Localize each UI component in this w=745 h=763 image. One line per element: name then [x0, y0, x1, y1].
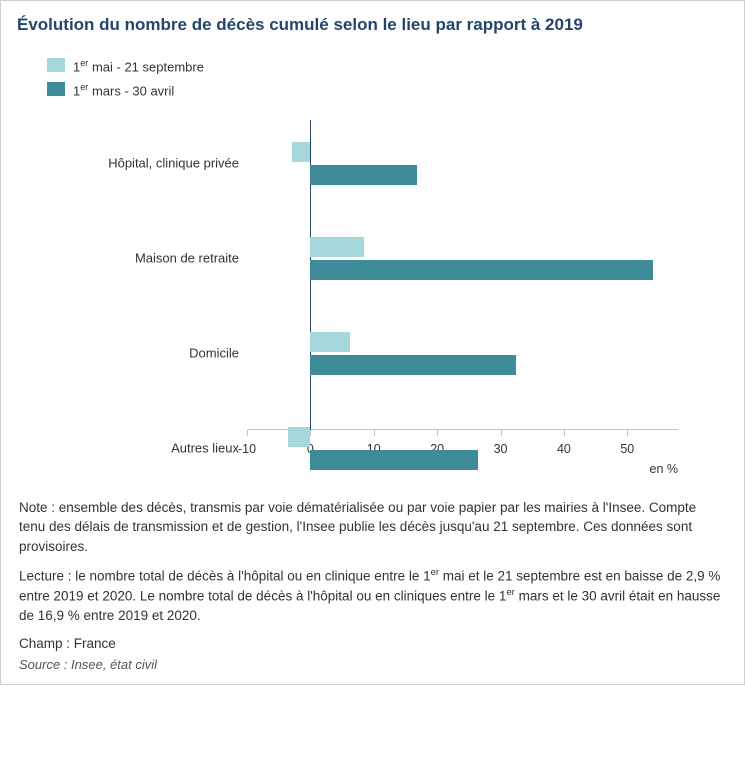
- bar: [310, 355, 516, 375]
- x-tick-label: 50: [620, 442, 634, 456]
- x-tick: [437, 430, 438, 436]
- x-tick: [627, 430, 628, 436]
- x-axis-title: en %: [650, 462, 679, 476]
- legend-swatch: [47, 82, 65, 96]
- notes-block: Note : ensemble des décès, transmis par …: [17, 498, 728, 672]
- bar: [288, 427, 310, 447]
- bar: [292, 142, 310, 162]
- chart-title: Évolution du nombre de décès cumulé selo…: [17, 15, 728, 35]
- bar: [310, 260, 652, 280]
- x-tick: [501, 430, 502, 436]
- lecture-text: Lecture : le nombre total de décès à l'h…: [19, 566, 726, 626]
- plot: -1001020304050en % Hôpital, clinique pri…: [47, 110, 698, 480]
- bar: [310, 332, 349, 352]
- category-label: Maison de retraite: [47, 251, 239, 266]
- legend-item: 1er mars - 30 avril: [47, 77, 718, 101]
- legend-swatch: [47, 58, 65, 72]
- champ-text: Champ : France: [19, 636, 726, 651]
- x-axis-baseline: [247, 429, 678, 430]
- x-tick: [310, 430, 311, 436]
- source-text: Source : Insee, état civil: [19, 657, 726, 672]
- figure-container: Évolution du nombre de décès cumulé selo…: [0, 0, 745, 685]
- legend-item: 1er mai - 21 septembre: [47, 53, 718, 77]
- x-tick: [374, 430, 375, 436]
- x-tick-label: 30: [494, 442, 508, 456]
- bar: [310, 450, 478, 470]
- category-label: Domicile: [47, 346, 239, 361]
- x-tick-label: 40: [557, 442, 571, 456]
- x-tick: [247, 430, 248, 436]
- legend: 1er mai - 21 septembre1er mars - 30 avri…: [47, 53, 718, 102]
- chart-wrap: 1er mai - 21 septembre1er mars - 30 avri…: [17, 49, 728, 488]
- note-text: Note : ensemble des décès, transmis par …: [19, 498, 726, 557]
- x-tick: [564, 430, 565, 436]
- x-tick-label: -10: [238, 442, 256, 456]
- bar: [310, 165, 417, 185]
- legend-label: 1er mars - 30 avril: [73, 77, 174, 101]
- category-label: Autres lieux: [47, 441, 239, 456]
- legend-label: 1er mai - 21 septembre: [73, 53, 204, 77]
- category-label: Hôpital, clinique privée: [47, 156, 239, 171]
- bar: [310, 237, 364, 257]
- plot-area: -1001020304050en %: [247, 120, 678, 430]
